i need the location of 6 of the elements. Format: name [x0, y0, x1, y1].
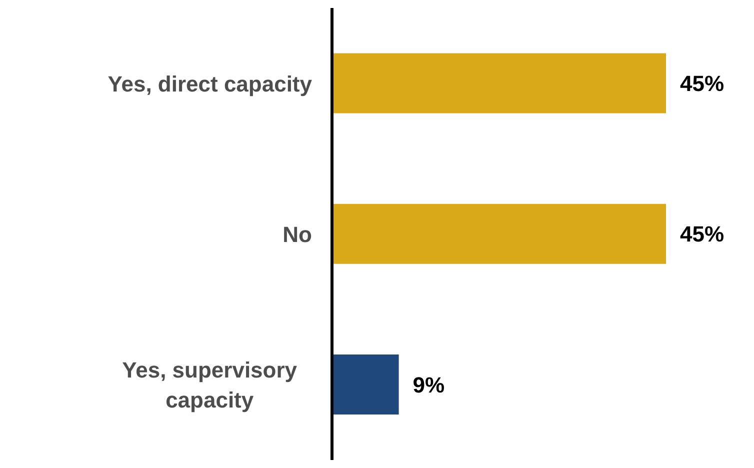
y-tick-label: Yes, direct capacity — [108, 71, 313, 96]
y-tick-label: No — [282, 222, 312, 247]
y-tick-label: Yes, supervisory capacity — [122, 358, 298, 413]
data-label: 45% — [680, 222, 724, 247]
data-label: 9% — [412, 372, 445, 398]
data-label: 45% — [680, 71, 724, 96]
